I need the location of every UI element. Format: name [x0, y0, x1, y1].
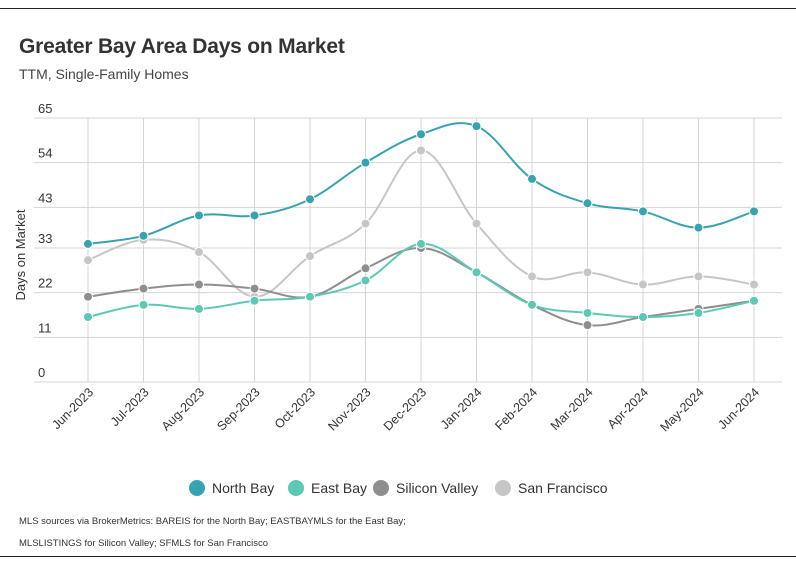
point-east-bay — [83, 312, 93, 323]
y-tick-label: 0 — [38, 365, 45, 380]
x-tick-label: Jan-2024 — [438, 385, 485, 432]
point-san-francisco — [638, 279, 648, 290]
point-north-bay — [194, 210, 204, 221]
point-san-francisco — [527, 271, 537, 282]
point-silicon-valley — [83, 291, 93, 302]
point-north-bay — [360, 157, 371, 168]
source-note: MLS sources via BrokerMetrics: BAREIS fo… — [19, 516, 406, 549]
point-east-bay — [582, 307, 593, 318]
point-east-bay — [693, 307, 704, 318]
y-axis-label: Days on Market — [13, 209, 28, 300]
x-tick-label: Dec-2023 — [381, 385, 429, 433]
point-east-bay — [360, 275, 371, 286]
point-east-bay — [638, 312, 648, 323]
legend-label-silicon-valley: Silicon Valley — [396, 480, 478, 496]
legend: North Bay East Bay Silicon Valley San Franc… — [189, 480, 608, 496]
x-tick-label: Mar-2024 — [548, 385, 596, 433]
x-tick-label: Apr-2024 — [605, 385, 651, 431]
point-san-francisco — [693, 271, 704, 282]
x-tick-label: May-2024 — [657, 385, 706, 434]
point-north-bay — [693, 222, 704, 233]
chart-title: Greater Bay Area Days on Market — [19, 35, 345, 58]
point-silicon-valley — [360, 263, 371, 274]
x-tick-label: Aug-2023 — [159, 385, 207, 433]
point-east-bay — [527, 299, 537, 310]
point-silicon-valley — [249, 283, 260, 294]
point-north-bay — [416, 129, 426, 140]
point-san-francisco — [749, 279, 759, 290]
point-silicon-valley — [194, 279, 204, 290]
point-east-bay — [471, 267, 482, 278]
point-north-bay — [249, 210, 260, 221]
y-axis-ticks: 0 11 22 33 43 54 65 — [38, 101, 52, 380]
point-san-francisco — [471, 218, 482, 229]
point-east-bay — [305, 291, 315, 302]
x-tick-label: Sep-2023 — [214, 385, 262, 433]
line-chart: 0 11 22 33 43 54 65 Jun-2023 Jul-2023 Aug-2023 Se… — [13, 101, 782, 496]
point-north-bay — [83, 238, 93, 249]
point-san-francisco — [582, 267, 593, 278]
legend-swatch-east-bay — [288, 480, 304, 496]
point-east-bay — [138, 299, 149, 310]
y-tick-label: 22 — [38, 276, 52, 291]
point-silicon-valley — [138, 283, 149, 294]
legend-swatch-north-bay — [189, 480, 205, 496]
point-east-bay — [416, 238, 426, 249]
x-tick-label: Jun-2024 — [715, 385, 762, 432]
point-east-bay — [749, 295, 759, 306]
x-tick-label: Jul-2023 — [108, 385, 152, 429]
point-north-bay — [527, 173, 537, 184]
point-north-bay — [305, 194, 315, 205]
x-tick-label: Jun-2023 — [49, 385, 96, 432]
legend-item-silicon-valley: Silicon Valley — [373, 480, 478, 496]
legend-item-north-bay: North Bay — [189, 480, 274, 496]
legend-label-east-bay: East Bay — [311, 480, 367, 496]
x-tick-label: Nov-2023 — [325, 385, 373, 433]
y-tick-label: 43 — [38, 190, 52, 205]
legend-item-san-francisco: San Francisco — [495, 480, 608, 496]
y-tick-label: 65 — [38, 101, 52, 116]
y-tick-label: 33 — [38, 231, 52, 246]
legend-item-east-bay: East Bay — [288, 480, 367, 496]
x-tick-label: Feb-2024 — [492, 385, 540, 433]
top-rule — [0, 8, 796, 9]
chart-subtitle: TTM, Single-Family Homes — [19, 66, 189, 82]
y-tick-label: 11 — [38, 320, 52, 335]
point-north-bay — [138, 230, 149, 241]
point-north-bay — [638, 206, 648, 217]
legend-swatch-san-francisco — [495, 480, 511, 496]
point-east-bay — [249, 295, 260, 306]
x-tick-label: Oct-2023 — [272, 385, 318, 431]
point-north-bay — [471, 121, 482, 132]
y-tick-label: 54 — [38, 146, 52, 161]
bottom-rule — [0, 556, 796, 557]
point-east-bay — [194, 303, 204, 314]
legend-label-north-bay: North Bay — [212, 480, 274, 496]
legend-label-san-francisco: San Francisco — [518, 480, 608, 496]
point-san-francisco — [194, 247, 204, 258]
x-axis-ticks: Jun-2023 Jul-2023 Aug-2023 Sep-2023 Oct-2023… — [49, 385, 762, 434]
series-points — [83, 121, 759, 331]
point-north-bay — [749, 206, 759, 217]
legend-swatch-silicon-valley — [373, 480, 389, 496]
point-north-bay — [582, 198, 593, 209]
point-san-francisco — [416, 145, 426, 156]
point-san-francisco — [83, 255, 93, 266]
point-san-francisco — [305, 251, 315, 262]
point-san-francisco — [360, 218, 371, 229]
point-silicon-valley — [582, 320, 593, 331]
gridlines — [34, 117, 782, 383]
